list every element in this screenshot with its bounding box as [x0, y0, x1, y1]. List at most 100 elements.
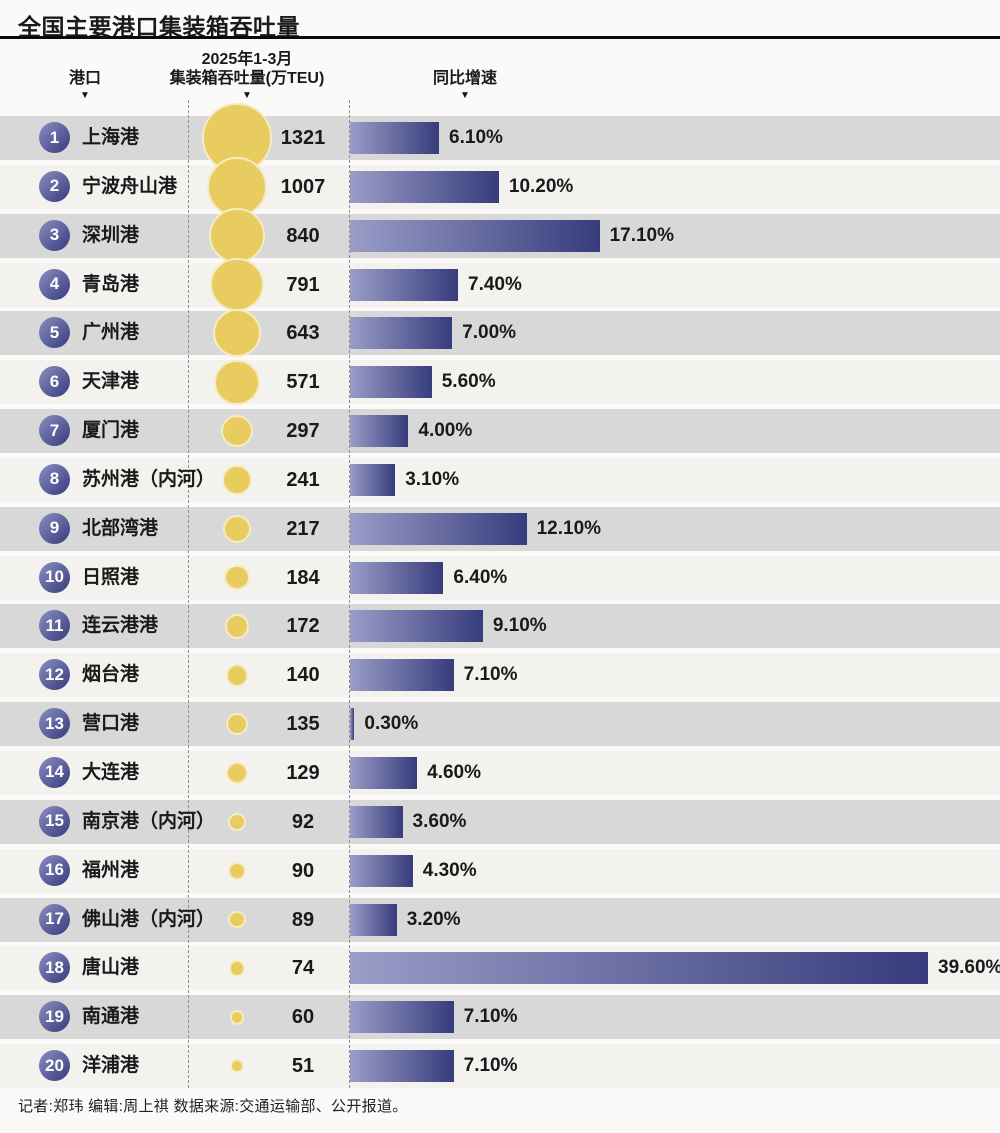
throughput-value: 74 [291, 957, 315, 980]
column-divider-dashed-line [188, 100, 189, 1088]
rank-badge: 17 [39, 903, 70, 935]
throughput-bubble [210, 257, 264, 312]
title-divider [0, 36, 1000, 39]
throughput-bubble [222, 465, 252, 495]
rank-badge: 5 [39, 317, 70, 349]
port-name: 上海港 [82, 127, 140, 148]
page-title: 全国主要港口集装箱吞吐量 [18, 14, 300, 40]
throughput-value: 217 [286, 517, 320, 540]
table-row: 14 大连港 129 4.60% [0, 750, 1000, 795]
rank-badge: 18 [39, 952, 70, 984]
growth-bar [350, 805, 403, 838]
growth-label: 3.10% [405, 468, 460, 490]
growth-label: 6.10% [449, 127, 503, 148]
throughput-bubble [228, 910, 246, 929]
column-header-port: 港口 ▼ [35, 44, 135, 102]
port-name: 烟台港 [82, 664, 140, 686]
port-name: 青岛港 [82, 273, 140, 295]
growth-label: 17.10% [609, 224, 675, 246]
column-header-throughput: 2025年1-3月 集装箱吞吐量(万TEU) ▼ [147, 44, 347, 102]
growth-bar [350, 317, 453, 350]
throughput-value: 135 [286, 713, 320, 736]
column-header-growth: 同比增速 ▼ [390, 44, 540, 102]
port-name: 南京港（内河） [82, 810, 216, 832]
throughput-bubble [209, 208, 265, 264]
rank-badge: 16 [39, 854, 70, 886]
throughput-value: 1007 [280, 175, 326, 198]
growth-label: 12.10% [536, 517, 602, 539]
table-row: 11 连云港港 172 9.10% [0, 604, 1000, 649]
rank-badge: 13 [39, 708, 70, 740]
port-name: 大连港 [82, 761, 140, 783]
throughput-bubble [230, 1059, 244, 1073]
port-table: 1 上海港 1321 6.10% 2 宁波舟山港 1007 10.20% 3 深圳港 840 17.1… [0, 103, 1000, 1093]
column-arrow-icon: ▼ [242, 90, 252, 101]
column-arrow-icon: ▼ [460, 90, 470, 101]
table-row: 2 宁波舟山港 1007 10.20% [0, 156, 1000, 217]
table-row: 7 厦门港 297 4.00% [0, 409, 1000, 454]
growth-label: 39.60% [938, 957, 1000, 979]
table-row: 10 日照港 184 6.40% [0, 555, 1000, 600]
growth-bar [350, 1050, 454, 1083]
port-name: 福州港 [82, 859, 140, 881]
table-row: 3 深圳港 840 17.10% [0, 208, 1000, 264]
column-header-port-label: 港口 [68, 70, 101, 87]
rank-badge: 20 [39, 1050, 70, 1082]
throughput-bubble [224, 564, 250, 591]
table-row: 6 天津港 571 5.60% [0, 359, 1000, 405]
growth-bar [350, 610, 483, 643]
throughput-value: 297 [286, 420, 320, 443]
throughput-value: 129 [286, 761, 320, 784]
throughput-bubble [227, 812, 247, 831]
throughput-bubble [228, 960, 246, 977]
throughput-value: 241 [286, 468, 320, 491]
table-row: 19 南通港 60 7.10% [0, 995, 1000, 1040]
table-row: 8 苏州港（内河） 241 3.10% [0, 457, 1000, 502]
port-name: 营口港 [82, 713, 140, 735]
table-row: 18 唐山港 74 39.60% [0, 946, 1000, 991]
port-name: 南通港 [82, 1006, 140, 1028]
growth-bar [350, 708, 355, 741]
column-arrow-icon: ▼ [80, 90, 90, 101]
throughput-bubble [214, 359, 260, 405]
throughput-value: 791 [286, 273, 320, 296]
rank-badge: 11 [39, 610, 70, 642]
rank-badge: 6 [39, 366, 70, 398]
column-header-throughput-line2: 集装箱吞吐量(万TEU) [169, 70, 325, 87]
rank-badge: 14 [39, 756, 70, 788]
throughput-bubble [226, 762, 248, 784]
port-name: 洋浦港 [82, 1055, 140, 1077]
growth-label: 10.20% [508, 175, 574, 197]
growth-bar [350, 268, 458, 301]
rank-badge: 9 [39, 512, 70, 544]
credits-footer: 记者:郑玮 编辑:周上祺 数据来源:交通运输部、公开报道。 [18, 1098, 408, 1115]
growth-bar [350, 219, 600, 252]
throughput-value: 184 [286, 566, 320, 589]
growth-label: 4.30% [422, 859, 477, 881]
port-name: 连云港港 [82, 615, 159, 637]
rank-badge: 2 [39, 170, 70, 202]
growth-bar [350, 512, 527, 545]
growth-bar [350, 366, 432, 399]
growth-axis-dashed-line [349, 100, 350, 1088]
growth-bar [350, 415, 409, 448]
rank-badge: 8 [39, 463, 70, 495]
growth-label: 7.40% [468, 273, 522, 295]
port-name: 唐山港 [82, 957, 140, 979]
throughput-bubble [206, 156, 268, 217]
table-row: 1 上海港 1321 6.10% [0, 103, 1000, 173]
port-name: 广州港 [82, 322, 140, 344]
growth-label: 3.20% [406, 908, 461, 930]
growth-label: 4.00% [418, 420, 473, 442]
table-row: 17 佛山港（内河） 89 3.20% [0, 897, 1000, 942]
throughput-bubble [223, 514, 251, 543]
table-row: 5 广州港 643 7.00% [0, 309, 1000, 358]
rank-badge: 19 [39, 1001, 70, 1033]
throughput-value: 89 [291, 908, 315, 931]
throughput-value: 571 [286, 371, 320, 394]
table-row: 12 烟台港 140 7.10% [0, 653, 1000, 698]
throughput-bubble [225, 713, 249, 736]
growth-bar [350, 1001, 454, 1034]
growth-label: 7.10% [463, 1055, 518, 1077]
growth-bar [350, 122, 440, 154]
